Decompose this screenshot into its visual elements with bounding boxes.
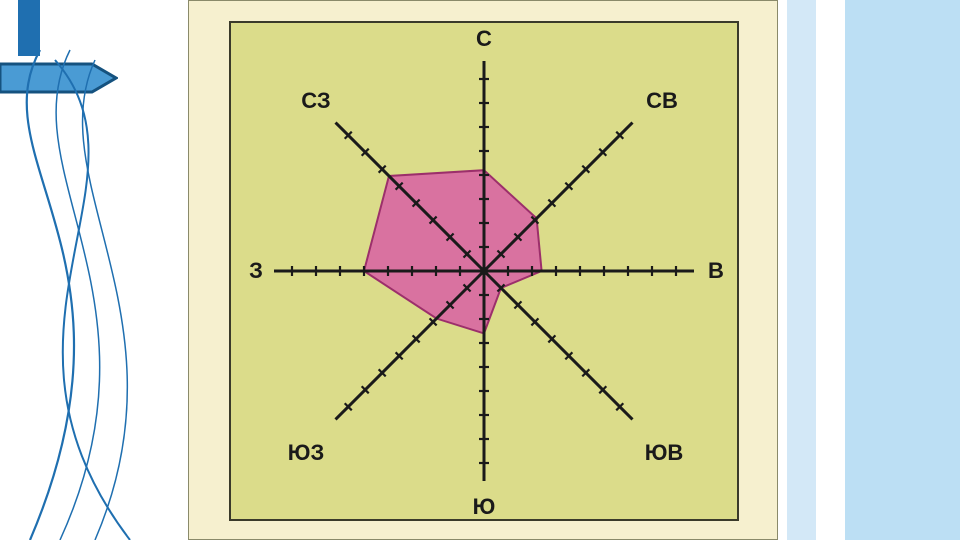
axis-label-NE: СВ: [646, 88, 678, 114]
axis-label-NW: СЗ: [301, 88, 330, 114]
axis-label-SE: ЮВ: [645, 440, 684, 466]
accent-arrow: [0, 58, 118, 98]
axis-label-S: Ю: [473, 494, 496, 520]
accent-bar: [18, 0, 40, 56]
slide-root: С СВ В ЮВ Ю ЮЗ З СЗ: [0, 0, 960, 540]
swirl-lines-icon: [0, 0, 200, 540]
wind-rose-figure: С СВ В ЮВ Ю ЮЗ З СЗ: [188, 0, 778, 540]
axis-label-W: З: [249, 258, 263, 284]
left-decoration: [0, 0, 200, 540]
wind-rose-frame: С СВ В ЮВ Ю ЮЗ З СЗ: [229, 21, 739, 521]
axis-label-E: В: [708, 258, 724, 284]
axis-label-SW: ЮЗ: [288, 440, 324, 466]
axis-label-N: С: [476, 26, 492, 52]
axis-label-layer: С СВ В ЮВ Ю ЮЗ З СЗ: [231, 23, 737, 519]
